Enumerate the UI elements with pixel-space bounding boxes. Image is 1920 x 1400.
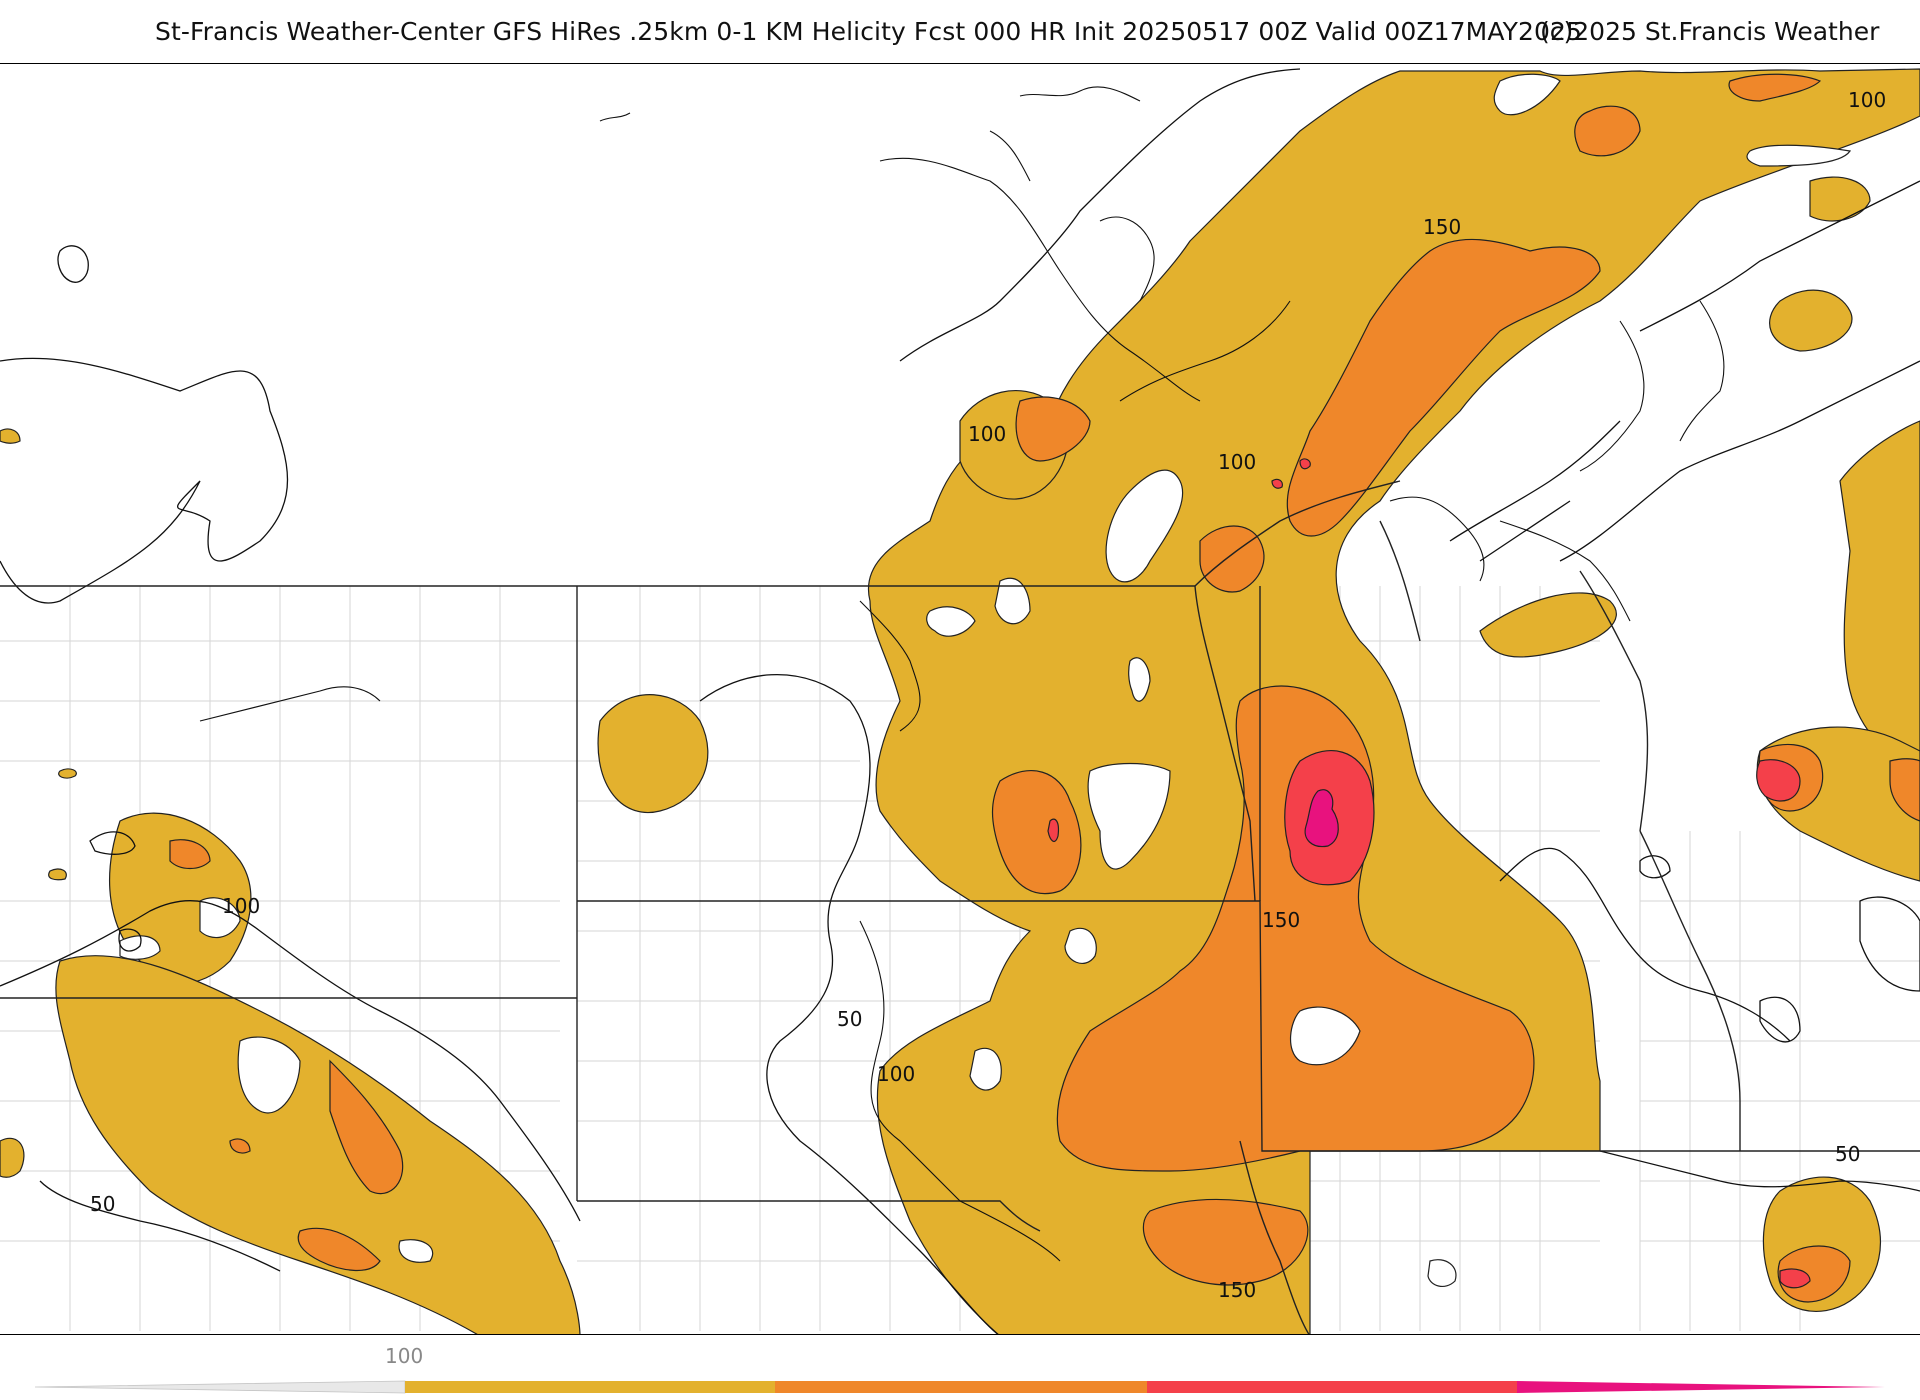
- helicity-holes: [119, 73, 1852, 1288]
- colorbar-segment-150: [775, 1381, 1147, 1393]
- contour-label: 100: [222, 894, 260, 918]
- map-canvas: 100 100 100 150 150 100 50 100 150 100 5…: [0, 68, 1920, 1334]
- state-borders: [0, 480, 1920, 1334]
- colorbar-segment-100: [405, 1381, 775, 1393]
- contour-label: 100: [1848, 88, 1886, 112]
- colorbar-scale: [34, 1380, 1885, 1394]
- contour-labels: 100 100 100 150 150 100 50 100 150 100 5…: [90, 88, 1886, 1302]
- copyright-text: (c)2025 St.Francis Weather: [1540, 17, 1880, 46]
- contour-label: 100: [968, 422, 1006, 446]
- contour-label: 150: [1423, 215, 1461, 239]
- map-title: St-Francis Weather-Center GFS HiRes .25k…: [155, 17, 1582, 46]
- contour-label: 100: [877, 1062, 915, 1086]
- contour-label: 50: [837, 1007, 862, 1031]
- coastline: [199, 86, 1725, 1262]
- helicity-contour-50: [0, 68, 1920, 1334]
- contour-label: 150: [1218, 1278, 1256, 1302]
- helicity-fill-100: [0, 68, 1920, 1334]
- contour-label: 50: [90, 1192, 115, 1216]
- colorbar: 100: [0, 1340, 1920, 1400]
- helicity-map: 100 100 100 150 150 100 50 100 150 100 5…: [0, 63, 1920, 1335]
- colorbar-tick-label: 100: [385, 1344, 424, 1368]
- contour-label: 100: [1218, 450, 1256, 474]
- contour-label: 50: [1835, 1142, 1860, 1166]
- colorbar-segment-250: [1517, 1381, 1885, 1393]
- helicity-fill-250: [1304, 789, 1339, 848]
- map-header: St-Francis Weather-Center GFS HiRes .25k…: [0, 0, 1920, 62]
- colorbar-segment-low: [34, 1380, 406, 1394]
- contour-label: 150: [1262, 908, 1300, 932]
- colorbar-segment-200: [1147, 1381, 1517, 1393]
- helicity-fill-150: [169, 73, 1920, 1303]
